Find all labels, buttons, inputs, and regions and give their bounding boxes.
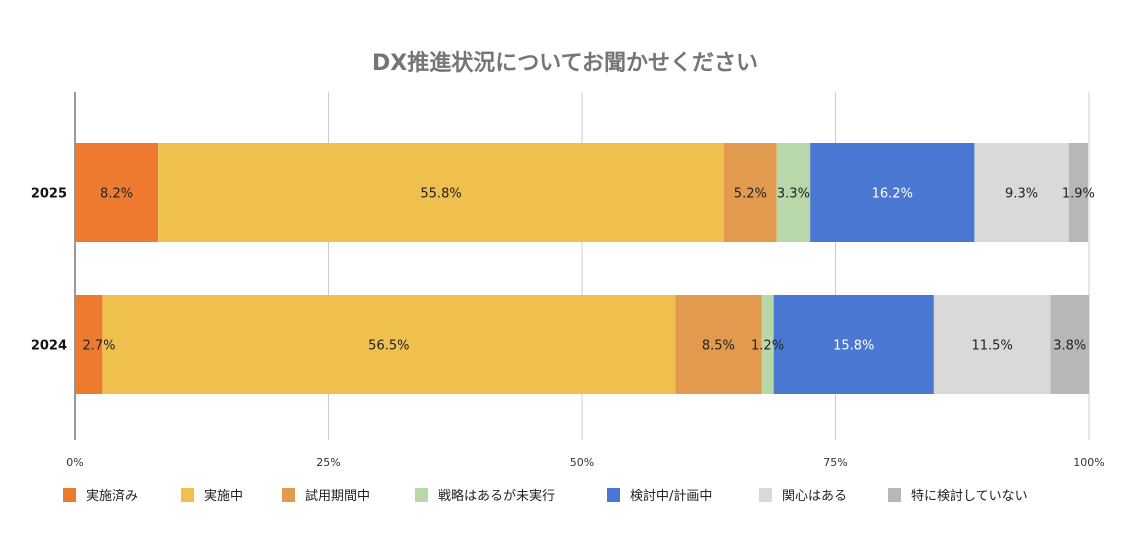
- chart-title: DX推進状況についてお聞かせください: [372, 51, 758, 76]
- legend-label: 実施中: [204, 488, 243, 504]
- x-tick-label: 25%: [316, 456, 340, 469]
- legend: 実施済み 実施中 試用期間中 戦略はあるが未実行 検討中/計画中 関心はある 特に検討してい…: [63, 488, 1028, 504]
- x-tick-label: 50%: [570, 456, 594, 469]
- legend-swatch: [759, 488, 772, 502]
- legend-item: 実施中: [181, 488, 243, 504]
- data-label: 3.3%: [777, 187, 810, 202]
- legend-swatch: [63, 488, 76, 502]
- legend-item: 実施済み: [63, 488, 138, 504]
- x-tick-labels: 0% 25% 50% 75% 100%: [66, 456, 1104, 469]
- data-label: 9.3%: [1005, 187, 1038, 202]
- data-label: 2.7%: [82, 339, 115, 354]
- legend-item: 特に検討していない: [888, 488, 1028, 504]
- x-tick-label: 100%: [1073, 456, 1104, 469]
- bar-segment: [723, 143, 777, 242]
- bars: 8.2% 55.8% 5.2% 3.3% 16.2% 9.3% 1.9% 2.7% 56.5% 8…: [75, 143, 1095, 394]
- x-tick-label: 0%: [66, 456, 83, 469]
- legend-item: 関心はある: [759, 488, 847, 504]
- bar-group-2025: 8.2% 55.8% 5.2% 3.3% 16.2% 9.3% 1.9%: [75, 143, 1095, 242]
- bar-segment: [1050, 295, 1089, 394]
- category-labels: 2025 2024: [31, 187, 67, 354]
- data-label: 55.8%: [420, 187, 461, 202]
- legend-item: 戦略はあるが未実行: [415, 488, 555, 504]
- data-label: 1.2%: [751, 339, 784, 354]
- legend-swatch: [888, 488, 901, 502]
- data-label: 8.5%: [702, 339, 735, 354]
- legend-swatch: [282, 488, 295, 502]
- data-label: 1.9%: [1062, 187, 1095, 202]
- bar-segment: [761, 295, 774, 394]
- bar-segment: [675, 295, 762, 394]
- data-label: 15.8%: [833, 339, 874, 354]
- data-label: 11.5%: [972, 339, 1013, 354]
- bar-segment: [75, 295, 103, 394]
- bar-segment: [974, 143, 1069, 242]
- legend-swatch: [181, 488, 194, 502]
- legend-label: 試用期間中: [305, 488, 370, 504]
- bar-segment: [75, 143, 159, 242]
- legend-label: 特に検討していない: [911, 488, 1028, 504]
- data-label: 5.2%: [734, 187, 767, 202]
- legend-item: 検討中/計画中: [607, 488, 712, 504]
- data-label: 16.2%: [872, 187, 913, 202]
- bar-group-2024: 2.7% 56.5% 8.5% 1.2% 15.8% 11.5% 3.8%: [75, 295, 1089, 394]
- bar-segment: [1068, 143, 1088, 242]
- category-label: 2025: [31, 187, 67, 202]
- data-label: 8.2%: [100, 187, 133, 202]
- data-label: 56.5%: [368, 339, 409, 354]
- legend-swatch: [607, 488, 620, 502]
- bar-segment: [102, 295, 676, 394]
- legend-label: 戦略はあるが未実行: [438, 488, 555, 504]
- bar-segment: [776, 143, 811, 242]
- x-tick-label: 75%: [823, 456, 847, 469]
- legend-label: 実施済み: [86, 488, 138, 504]
- bar-segment: [933, 295, 1051, 394]
- data-label: 3.8%: [1053, 339, 1086, 354]
- legend-label: 検討中/計画中: [630, 488, 712, 504]
- bar-segment: [773, 295, 934, 394]
- bar-segment: [810, 143, 975, 242]
- legend-label: 関心はある: [782, 489, 847, 504]
- category-label: 2024: [31, 339, 67, 354]
- legend-swatch: [415, 488, 428, 502]
- legend-item: 試用期間中: [282, 488, 370, 504]
- bar-segment: [158, 143, 724, 242]
